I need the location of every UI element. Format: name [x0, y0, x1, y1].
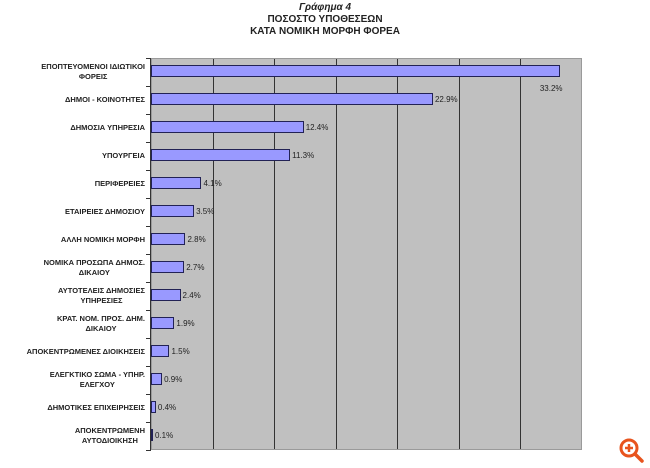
category-label: ΥΠΟΥΡΓΕΙΑ — [101, 151, 145, 160]
bar — [151, 65, 560, 77]
y-axis-tick — [146, 86, 150, 87]
y-axis-tick — [146, 226, 150, 227]
y-axis-tick — [146, 58, 150, 59]
gridline — [274, 59, 276, 449]
bar — [151, 289, 181, 301]
y-axis-tick — [146, 310, 150, 311]
category-label: ΔΗΜΟΙ - ΚΟΙΝΟΤΗΤΕΣ — [65, 95, 145, 104]
bar — [151, 345, 170, 357]
gridline — [212, 59, 214, 449]
bar — [151, 205, 195, 217]
y-axis-tick — [146, 366, 150, 367]
value-label: 12.4% — [305, 123, 329, 132]
value-label: 0.1% — [155, 431, 174, 440]
value-label: 1.9% — [176, 319, 195, 328]
value-label: 0.9% — [164, 375, 183, 384]
category-label: ΚΡΑΤ. ΝΟΜ. ΠΡΟΣ. ΔΗΜ. ΔΙΚΑΙΟΥ — [56, 314, 145, 333]
chart-title: Γράφημα 4 — [298, 2, 352, 13]
y-axis-tick — [146, 142, 150, 143]
bar — [151, 93, 433, 105]
gridline — [458, 59, 460, 449]
plot-area — [151, 58, 582, 450]
bar — [151, 317, 175, 329]
bar — [151, 261, 185, 273]
value-label: 33.2% — [539, 84, 563, 93]
y-axis-tick — [146, 450, 150, 451]
y-axis — [150, 58, 151, 451]
chart-subtitle-line-1: ΠΟΣΟΣΤΟ ΥΠΟΘΕΣΕΩΝ — [267, 14, 383, 25]
zoom-in-icon[interactable] — [617, 436, 645, 464]
category-label: ΕΠΟΠΤΕΥΟΜΕΝΟΙ ΙΔΙΩΤΙΚΟΙ ΦΟΡΕΙΣ — [41, 62, 145, 81]
value-label: 11.3% — [292, 151, 315, 160]
gridline — [397, 59, 399, 449]
bar — [151, 373, 163, 385]
category-label: ΠΕΡΙΦΕΡΕΙΕΣ — [94, 179, 145, 188]
value-label: 4.1% — [203, 179, 222, 188]
y-axis-tick — [146, 394, 150, 395]
gridline — [335, 59, 337, 449]
value-label: 2.4% — [182, 291, 201, 300]
y-axis-tick — [146, 338, 150, 339]
value-label: 3.5% — [196, 207, 215, 216]
value-label: 2.7% — [186, 263, 205, 272]
bar — [151, 401, 156, 413]
category-label: ΔΗΜΟΤΙΚΕΣ ΕΠΙΧΕΙΡΗΣΕΙΣ — [47, 403, 145, 412]
bar — [151, 121, 304, 133]
chart-subtitle-line-2: ΚΑΤΑ ΝΟΜΙΚΗ ΜΟΡΦΗ ΦΟΡΕΑ — [250, 26, 400, 37]
bar — [151, 177, 202, 189]
gridline — [520, 59, 522, 449]
y-axis-tick — [146, 114, 150, 115]
y-axis-tick — [146, 170, 150, 171]
bar — [151, 429, 153, 441]
value-label: 0.4% — [157, 403, 177, 412]
y-axis-tick — [146, 198, 150, 199]
category-label: ΑΛΛΗ ΝΟΜΙΚΗ ΜΟΡΦΗ — [60, 235, 145, 244]
y-axis-tick — [146, 282, 150, 283]
bar — [151, 149, 291, 161]
category-label: ΑΠΟΚΕΝΤΡΩΜΕΝΕΣ ΔΙΟΙΚΗΣΕΙΣ — [26, 347, 145, 356]
y-axis-tick — [146, 422, 150, 423]
category-label: ΑΠΟΚΕΝΤΡΩΜΕΝΗ ΑΥΤΟΔΙΟΙΚΗΣΗ — [74, 426, 145, 445]
value-label: 1.5% — [171, 347, 190, 356]
category-label: ΔΗΜΟΣΙΑ ΥΠΗΡΕΣΙΑ — [70, 123, 145, 132]
bar — [151, 233, 186, 245]
y-axis-tick — [146, 254, 150, 255]
category-label: ΕΤΑΙΡΕΙΕΣ ΔΗΜΟΣΙΟΥ — [64, 207, 145, 216]
category-label: ΕΛΕΓΚΤΙΚΟ ΣΩΜΑ - ΥΠΗΡ. ΕΛΕΓΧΟΥ — [49, 370, 145, 389]
value-label: 22.9% — [434, 95, 458, 104]
category-label: ΝΟΜΙΚΑ ΠΡΟΣΩΠΑ ΔΗΜΟΣ. ΔΙΚΑΙΟΥ — [43, 258, 145, 277]
category-label: ΑΥΤΟΤΕΛΕΙΣ ΔΗΜΟΣΙΕΣ ΥΠΗΡΕΣΙΕΣ — [58, 286, 145, 305]
value-label: 2.8% — [187, 235, 206, 244]
